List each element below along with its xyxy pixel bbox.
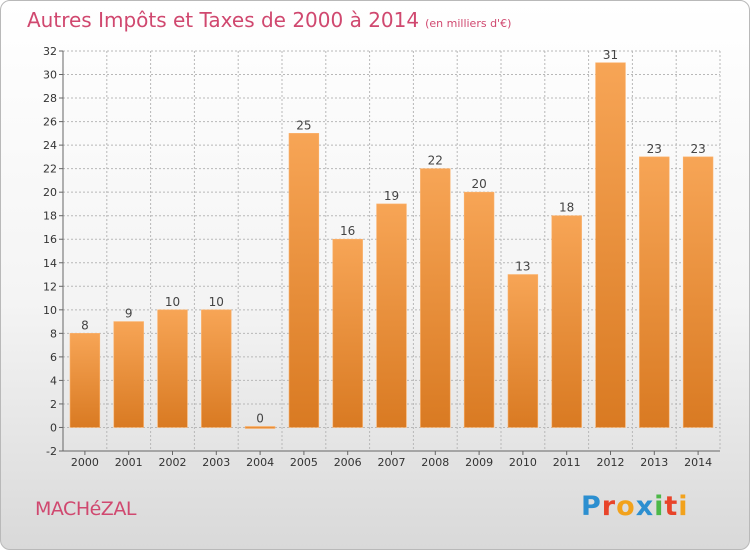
y-tick-label: 14 [43,257,57,270]
value-label: 18 [559,201,574,215]
x-tick-label: 2004 [246,456,274,469]
value-label: 16 [340,224,355,238]
bar [201,309,232,428]
x-tick-label: 2009 [465,456,493,469]
bar [376,203,407,428]
x-tick-label: 2008 [421,456,449,469]
logo-letter: t [664,491,679,522]
value-label: 13 [515,260,530,274]
commune-name: MACHéZAL [35,498,136,520]
value-label: 10 [165,295,180,309]
bar [639,156,670,428]
bar [332,238,363,428]
bar [113,321,144,428]
value-label: 0 [256,411,264,425]
x-tick-label: 2002 [159,456,187,469]
y-tick-label: 30 [43,69,57,82]
logo-letter: r [601,491,617,522]
x-tick-label: 2013 [640,456,668,469]
y-tick-label: 12 [43,280,57,293]
value-label: 25 [296,118,311,132]
bar [69,333,101,428]
bar [244,426,276,429]
value-label: 22 [428,154,443,168]
y-tick-label: 10 [43,304,57,317]
bar [551,215,582,428]
bar [507,274,539,428]
y-tick-label: 32 [43,45,57,58]
logo-letter: i [678,491,689,522]
logo-letter: i [654,491,665,522]
value-label: 8 [81,318,89,332]
bar [682,156,714,428]
y-tick-label: 16 [43,233,57,246]
chart-unit: (en milliers d'€) [425,17,512,30]
logo-letter: P [581,491,602,522]
y-tick-label: 18 [43,210,57,223]
x-tick-label: 2011 [553,456,581,469]
value-label: 9 [125,307,133,321]
bar [420,168,451,428]
x-tick-label: 2007 [378,456,406,469]
x-tick-label: 2012 [597,456,625,469]
y-tick-label: 26 [43,116,57,129]
y-tick-label: 4 [50,374,57,387]
logo-letter: o [616,491,636,522]
value-label: 19 [384,189,399,203]
bar [157,309,188,428]
chart-title-text: Autres Impôts et Taxes de 2000 à 2014 [27,8,420,32]
proxiti-logo: Proxiti [581,491,689,522]
bar [463,191,495,428]
y-tick-label: 6 [50,351,57,364]
logo-letter: x [635,491,655,522]
x-tick-label: 2000 [71,456,99,469]
bar [288,133,320,428]
value-label: 10 [209,295,224,309]
value-label: 23 [647,142,662,156]
bar [595,62,626,428]
x-tick-label: 2001 [115,456,143,469]
x-tick-label: 2006 [334,456,362,469]
y-tick-label: 2 [50,398,57,411]
value-label: 20 [471,177,486,191]
y-tick-label: -2 [46,445,57,458]
chart-title: Autres Impôts et Taxes de 2000 à 2014 (en… [27,8,511,32]
y-tick-label: 22 [43,163,57,176]
y-tick-label: 0 [50,421,57,434]
x-tick-label: 2005 [290,456,318,469]
y-tick-label: 24 [43,139,57,152]
x-tick-label: 2014 [684,456,712,469]
y-tick-label: 8 [50,327,57,340]
x-tick-label: 2010 [509,456,537,469]
x-tick-label: 2003 [202,456,230,469]
y-tick-label: 20 [43,186,57,199]
value-label: 31 [603,48,618,62]
value-label: 23 [690,142,705,156]
y-tick-label: 28 [43,92,57,105]
